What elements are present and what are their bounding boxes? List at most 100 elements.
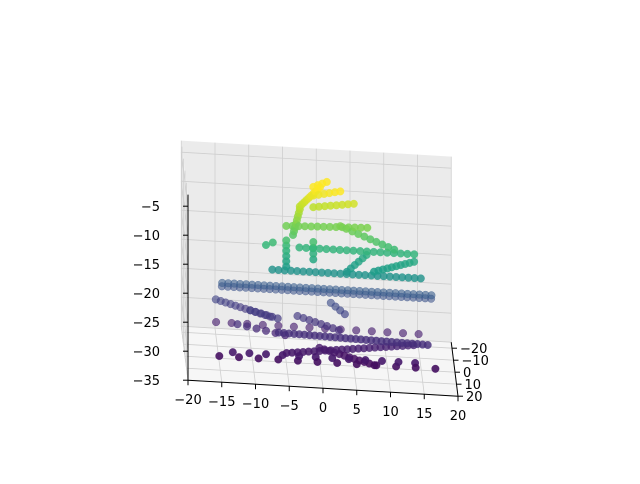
- grid-line-z-side: [180, 152, 189, 207]
- data-point: [334, 326, 343, 335]
- grid-line-z-side: [180, 181, 189, 236]
- data-point: [362, 247, 371, 256]
- z-tick-label: −25: [133, 316, 160, 331]
- data-point: [282, 236, 291, 245]
- data-point: [268, 238, 277, 247]
- data-point: [313, 357, 322, 366]
- data-point: [414, 330, 423, 339]
- data-point: [376, 248, 385, 257]
- data-point: [305, 323, 314, 332]
- grid-line-z-side: [180, 297, 189, 352]
- data-point: [369, 247, 378, 256]
- x-tick-label: −5: [280, 399, 299, 414]
- grid-line-z-side: [180, 268, 189, 323]
- data-point: [377, 356, 387, 366]
- data-point: [261, 350, 271, 359]
- data-point: [212, 318, 221, 327]
- data-points: [211, 177, 440, 373]
- data-point: [411, 363, 420, 372]
- x-tick-label: −20: [174, 393, 201, 408]
- x-tick-label: 10: [382, 405, 399, 420]
- y-tick-label: −20: [460, 342, 487, 357]
- data-point: [234, 353, 244, 362]
- axis-lines: [183, 194, 463, 402]
- data-point: [340, 310, 349, 319]
- data-point: [228, 348, 237, 357]
- y-tick-label: 20: [466, 390, 483, 405]
- x-tick-label: −10: [242, 397, 269, 412]
- data-point: [254, 354, 263, 363]
- data-point: [342, 246, 351, 255]
- data-point: [289, 322, 298, 331]
- data-point: [361, 356, 370, 365]
- grid-line-z-side: [180, 326, 189, 381]
- data-point: [328, 354, 337, 363]
- data-point: [416, 274, 425, 283]
- data-point: [403, 249, 412, 258]
- data-point: [336, 187, 345, 196]
- z-tick-label: −5: [141, 200, 160, 215]
- data-point: [390, 245, 399, 254]
- tick-labels: −20 −15 −10 −5 0 5 10 15 20−20−1001020−5−10−15−2…: [133, 200, 489, 424]
- grid-line-x-floor: [417, 340, 425, 395]
- data-point: [398, 329, 408, 338]
- z-tick-label: −30: [133, 345, 160, 360]
- x-tick-label: −15: [208, 395, 235, 410]
- data-point: [431, 364, 440, 373]
- grid-line-z-back: [181, 209, 452, 227]
- y-axis-line: [450, 342, 459, 397]
- data-point: [322, 245, 331, 254]
- data-point: [369, 267, 379, 276]
- x-tick-label: 0: [319, 401, 327, 416]
- data-point: [322, 177, 331, 186]
- data-point: [363, 223, 372, 232]
- grid-line-x-floor: [282, 332, 290, 387]
- grid-line-z-back: [181, 267, 452, 285]
- data-point: [367, 327, 376, 336]
- z-tick-label: −15: [133, 258, 160, 273]
- grid-line-z-back: [181, 151, 452, 169]
- z-tick-label: −35: [133, 374, 160, 389]
- data-point: [295, 352, 304, 361]
- data-point: [273, 314, 282, 323]
- data-point: [349, 246, 358, 255]
- data-point: [335, 245, 344, 254]
- grid-line-y-floor: [186, 367, 457, 385]
- data-point: [261, 326, 271, 335]
- data-point: [261, 240, 271, 250]
- x-tick-label: 20: [450, 409, 467, 424]
- data-point: [215, 351, 224, 361]
- x-tick-label: 15: [416, 407, 433, 422]
- data-point: [295, 243, 304, 252]
- data-point: [344, 355, 353, 364]
- data-point: [302, 243, 311, 252]
- data-point: [394, 357, 403, 367]
- data-point: [329, 245, 338, 254]
- data-point: [349, 199, 358, 208]
- data-point: [274, 321, 283, 330]
- data-point: [245, 349, 254, 358]
- data-point: [372, 361, 381, 370]
- data-point: [333, 358, 342, 368]
- data-point: [278, 351, 287, 360]
- data-point: [352, 326, 361, 335]
- grid-line-z-side: [180, 210, 189, 265]
- grid-line-x-floor: [248, 330, 256, 385]
- data-point: [383, 328, 392, 337]
- z-tick-label: −20: [133, 287, 160, 302]
- y-tick-label: −10: [462, 354, 489, 369]
- y-tick-label: 0: [463, 366, 471, 381]
- x-tick-label: 5: [353, 403, 361, 418]
- data-point: [352, 360, 361, 369]
- data-point: [423, 340, 432, 350]
- data-point: [410, 250, 419, 259]
- data-point: [252, 324, 261, 333]
- data-point: [356, 247, 365, 256]
- grid-line-z-side: [180, 239, 189, 294]
- z-tick-label: −10: [133, 229, 160, 244]
- y-tick-label: 10: [465, 378, 482, 393]
- data-point: [309, 237, 318, 247]
- data-point: [342, 267, 351, 276]
